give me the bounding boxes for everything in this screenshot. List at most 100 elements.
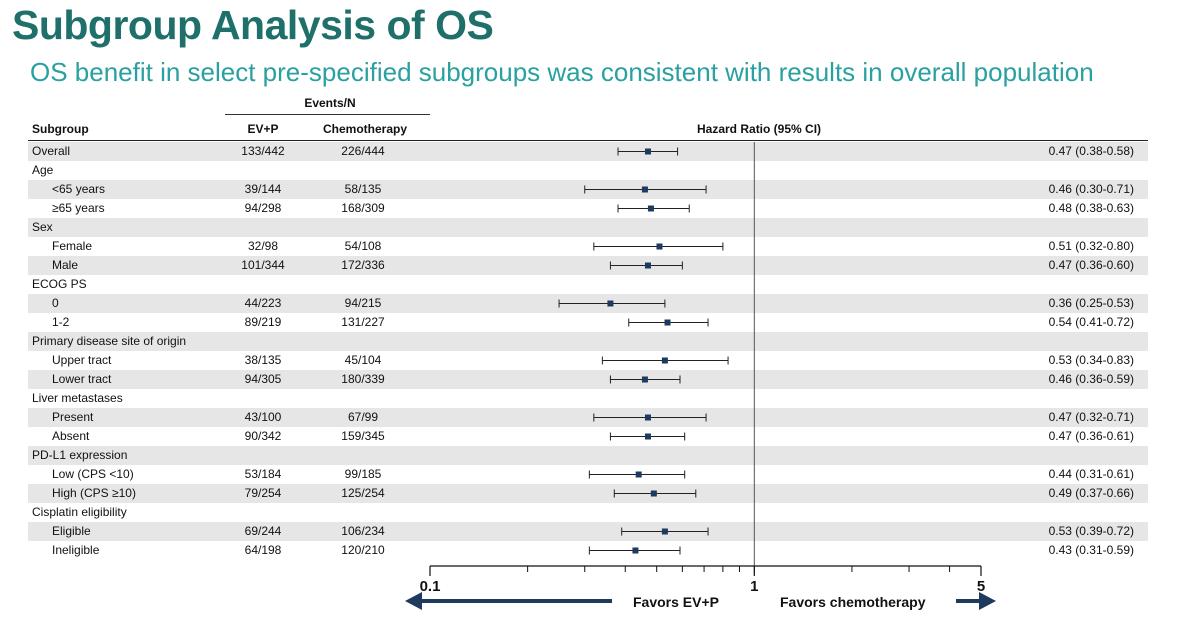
evp-events: 133/442 xyxy=(241,144,285,158)
hazard-ratio-marker xyxy=(644,262,651,269)
subgroup-row: Present 43/100 67/99 0.47 (0.32-0.71) xyxy=(28,408,1148,427)
subgroup-label: Sex xyxy=(32,220,53,234)
evp-events: 94/305 xyxy=(244,372,282,386)
evp-events: 79/254 xyxy=(244,486,282,500)
hazard-ratio-marker xyxy=(635,471,642,478)
evp-column-header: EV+P xyxy=(247,122,279,136)
page-subtitle: OS benefit in select pre-specified subgr… xyxy=(30,57,1094,87)
evp-events: 64/198 xyxy=(244,543,282,557)
evp-events: 39/144 xyxy=(244,182,282,196)
subgroup-label: ECOG PS xyxy=(32,277,87,291)
x-tick-label: 5 xyxy=(977,578,985,595)
evp-events: 69/244 xyxy=(244,524,282,538)
chemo-events: 226/444 xyxy=(341,144,385,158)
hazard-ratio-marker xyxy=(607,300,614,307)
subgroup-row: Upper tract 38/135 45/104 0.53 (0.34-0.83) xyxy=(28,351,1148,370)
subgroup-row: ≥65 years 94/298 168/309 0.48 (0.38-0.63) xyxy=(28,199,1148,218)
subgroup-row: Eligible 69/244 106/234 0.53 (0.39-0.72) xyxy=(28,522,1148,541)
subgroup-label: 0 xyxy=(52,296,59,310)
x-tick-label: 0.1 xyxy=(420,578,441,595)
hazard-ratio-marker xyxy=(661,528,668,535)
chemo-events: 125/254 xyxy=(341,486,385,500)
hazard-ratio-marker xyxy=(650,490,657,497)
subgroup-category-row: Cisplatin eligibility xyxy=(28,503,1148,522)
hazard-ratio-text: 0.43 (0.31-0.59) xyxy=(1048,543,1134,557)
hazard-ratio-marker xyxy=(644,148,651,155)
subgroup-row: Male 101/344 172/336 0.47 (0.36-0.60) xyxy=(28,256,1148,275)
subgroup-row: Female 32/98 54/108 0.51 (0.32-0.80) xyxy=(28,237,1148,256)
chemo-events: 94/215 xyxy=(344,296,382,310)
subgroup-label: 1-2 xyxy=(52,315,70,329)
hazard-ratio-marker xyxy=(661,357,668,364)
subgroup-category-row: Primary disease site of origin xyxy=(28,332,1148,351)
evp-events: 101/344 xyxy=(241,258,285,272)
subgroup-label: Present xyxy=(52,410,94,424)
subgroup-label: Liver metastases xyxy=(32,391,123,405)
subgroup-label: Ineligible xyxy=(52,543,100,557)
hazard-ratio-marker xyxy=(644,414,651,421)
hazard-ratio-text: 0.53 (0.34-0.83) xyxy=(1048,353,1134,367)
hazard-ratio-column-header: Hazard Ratio (95% CI) xyxy=(697,122,822,136)
subgroup-category-row: Age xyxy=(28,161,1148,180)
hazard-ratio-marker xyxy=(641,376,648,383)
subgroup-row: Ineligible 64/198 120/210 0.43 (0.31-0.59) xyxy=(28,541,1148,560)
subgroup-label: Lower tract xyxy=(52,372,112,386)
hazard-ratio-text: 0.46 (0.30-0.71) xyxy=(1048,182,1134,196)
chemo-events: 45/104 xyxy=(344,353,382,367)
chemo-events: 131/227 xyxy=(341,315,385,329)
chemo-events: 58/135 xyxy=(344,182,382,196)
events-n-header: Events/N xyxy=(304,96,356,110)
hazard-ratio-text: 0.48 (0.38-0.63) xyxy=(1048,201,1134,215)
hazard-ratio-text: 0.47 (0.36-0.60) xyxy=(1048,258,1134,272)
subgroup-row: Lower tract 94/305 180/339 0.46 (0.36-0.59) xyxy=(28,370,1148,389)
chemo-events: 54/108 xyxy=(344,239,382,253)
evp-events: 89/219 xyxy=(244,315,282,329)
favors-evp-label: Favors EV+P xyxy=(633,594,719,610)
subgroup-category-row: Liver metastases xyxy=(28,389,1148,408)
subgroup-category-row: PD-L1 expression xyxy=(28,446,1148,465)
chemo-events: 120/210 xyxy=(341,543,385,557)
subgroup-label: ≥65 years xyxy=(52,201,105,215)
subgroup-label: Low (CPS <10) xyxy=(52,467,134,481)
hazard-ratio-text: 0.47 (0.32-0.71) xyxy=(1048,410,1134,424)
hazard-ratio-marker xyxy=(641,186,648,193)
chemo-column-header: Chemotherapy xyxy=(323,122,408,136)
evp-events: 53/184 xyxy=(244,467,282,481)
subgroup-label: Cisplatin eligibility xyxy=(32,505,127,519)
subgroup-label: Overall xyxy=(32,144,71,158)
chemo-events: 99/185 xyxy=(344,467,382,481)
hazard-ratio-text: 0.44 (0.31-0.61) xyxy=(1048,467,1134,481)
favors-chemo-label: Favors chemotherapy xyxy=(780,594,926,610)
favors-chemo-arrow-head xyxy=(979,592,996,610)
subgroup-label: Age xyxy=(32,163,54,177)
subgroup-row: High (CPS ≥10) 79/254 125/254 0.49 (0.37-0.… xyxy=(28,484,1148,503)
subgroup-label: Female xyxy=(52,239,93,253)
hazard-ratio-text: 0.49 (0.37-0.66) xyxy=(1048,486,1134,500)
subgroup-label: Male xyxy=(52,258,79,272)
hazard-ratio-marker xyxy=(644,433,651,440)
chemo-events: 172/336 xyxy=(341,258,385,272)
subgroup-label: Upper tract xyxy=(52,353,112,367)
evp-events: 32/98 xyxy=(247,239,279,253)
chemo-events: 168/309 xyxy=(341,201,385,215)
hazard-ratio-marker xyxy=(656,243,663,250)
subgroup-label: High (CPS ≥10) xyxy=(52,486,136,500)
hazard-ratio-text: 0.54 (0.41-0.72) xyxy=(1048,315,1134,329)
chemo-events: 67/99 xyxy=(347,410,379,424)
chemo-events: 180/339 xyxy=(341,372,385,386)
subgroup-row: Overall 133/442 226/444 0.47 (0.38-0.58) xyxy=(28,142,1148,161)
subgroup-label: <65 years xyxy=(52,182,106,196)
hazard-ratio-text: 0.51 (0.32-0.80) xyxy=(1048,239,1134,253)
hazard-ratio-text: 0.53 (0.39-0.72) xyxy=(1048,524,1134,538)
subgroup-label: PD-L1 expression xyxy=(32,448,128,462)
header-rule xyxy=(28,140,1148,141)
hazard-ratio-text: 0.46 (0.36-0.59) xyxy=(1048,372,1134,386)
subgroup-category-row: ECOG PS xyxy=(28,275,1148,294)
events-header-rule xyxy=(225,114,430,115)
hazard-ratio-text: 0.47 (0.36-0.61) xyxy=(1048,429,1134,443)
hazard-ratio-marker xyxy=(647,205,654,212)
subgroup-label: Primary disease site of origin xyxy=(32,334,187,348)
page-title: Subgroup Analysis of OS xyxy=(12,2,494,48)
x-tick-label: 1 xyxy=(750,578,758,595)
